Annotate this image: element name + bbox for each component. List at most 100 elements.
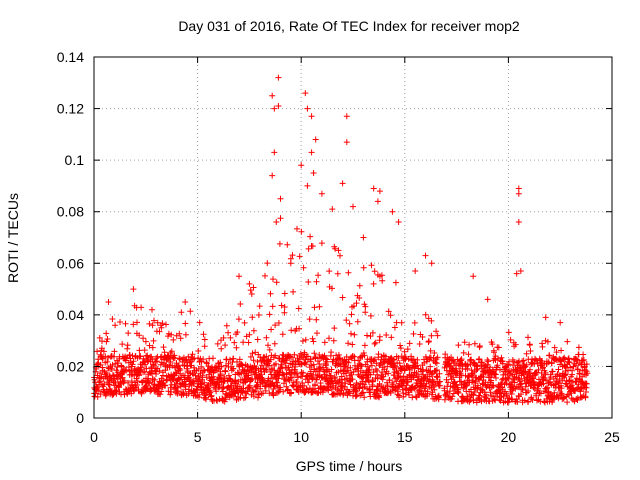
data-point [434, 332, 441, 339]
data-point [137, 353, 144, 360]
data-point [350, 203, 356, 210]
data-point [519, 385, 525, 392]
data-point [200, 356, 207, 363]
data-point [573, 356, 580, 363]
data-point [564, 338, 571, 345]
data-point [274, 389, 281, 396]
data-point [471, 389, 478, 395]
data-point [304, 182, 311, 189]
data-point [393, 319, 400, 326]
data-point [162, 382, 169, 389]
data-point [250, 327, 257, 334]
data-point [515, 219, 522, 225]
data-point [374, 371, 381, 378]
data-point [249, 314, 256, 321]
data-point [300, 369, 307, 376]
data-point [507, 336, 514, 343]
data-point [562, 371, 569, 378]
data-point [201, 336, 208, 343]
data-point [479, 359, 485, 366]
data-point [306, 385, 313, 392]
data-point [385, 308, 392, 315]
data-point [272, 352, 279, 359]
data-point [305, 388, 312, 395]
data-point [221, 374, 228, 380]
data-point [185, 353, 192, 360]
data-point [176, 330, 183, 337]
data-point [213, 396, 220, 403]
data-point [298, 228, 305, 235]
data-point [376, 333, 383, 340]
data-point [547, 371, 554, 378]
data-point [263, 334, 270, 341]
data-point [104, 336, 111, 342]
data-point [291, 351, 298, 358]
data-point [545, 359, 552, 366]
data-point [271, 105, 278, 112]
data-point [273, 279, 280, 286]
data-point [309, 335, 316, 342]
data-point [146, 380, 153, 387]
data-point [400, 393, 407, 400]
data-point [227, 334, 234, 341]
data-point [328, 349, 335, 356]
data-point [422, 311, 429, 318]
data-point [258, 362, 265, 369]
data-point [390, 381, 397, 388]
data-point [167, 391, 174, 398]
data-point [358, 363, 365, 370]
data-point [105, 381, 112, 388]
data-point [392, 279, 399, 286]
data-point [201, 343, 208, 350]
data-point [156, 328, 163, 335]
data-point [473, 367, 480, 374]
data-point [277, 215, 284, 222]
data-point [172, 364, 179, 371]
data-point [489, 382, 496, 389]
data-point [299, 338, 306, 344]
data-point [250, 284, 257, 291]
y-tick-label: 0.08 [57, 204, 84, 220]
data-point [208, 393, 214, 400]
data-point [463, 382, 470, 389]
data-point [411, 385, 418, 392]
data-point [262, 383, 269, 390]
data-point [252, 349, 259, 356]
data-point [412, 268, 419, 274]
data-point [518, 391, 524, 398]
data-point [335, 351, 342, 358]
data-point [185, 386, 192, 393]
data-point [328, 366, 335, 373]
data-point [542, 369, 549, 376]
data-point [362, 303, 369, 310]
data-point [389, 208, 396, 215]
data-point [398, 319, 405, 326]
data-point [196, 319, 203, 326]
data-point [414, 356, 421, 363]
data-point [460, 349, 467, 356]
data-point [321, 368, 327, 375]
data-point [521, 397, 528, 404]
data-point [130, 321, 137, 328]
data-point [240, 385, 247, 392]
data-point [141, 368, 148, 375]
data-point [442, 351, 449, 358]
data-point [263, 367, 270, 373]
data-point [458, 356, 465, 363]
data-point [240, 339, 247, 346]
chart-title: Day 031 of 2016, Rate Of TEC Index for r… [178, 18, 520, 34]
data-point [298, 162, 305, 169]
data-point [305, 245, 312, 252]
data-point [465, 351, 472, 358]
data-point [490, 382, 497, 389]
data-point [254, 358, 261, 365]
data-point [379, 277, 386, 284]
data-point [512, 341, 519, 348]
data-point [182, 299, 189, 305]
y-axis-label: ROTI / TECUs [5, 193, 21, 283]
data-point [385, 370, 392, 377]
data-point [316, 303, 323, 310]
data-point [269, 172, 276, 179]
y-tick-label: 0.1 [65, 152, 85, 168]
data-point [395, 384, 402, 391]
